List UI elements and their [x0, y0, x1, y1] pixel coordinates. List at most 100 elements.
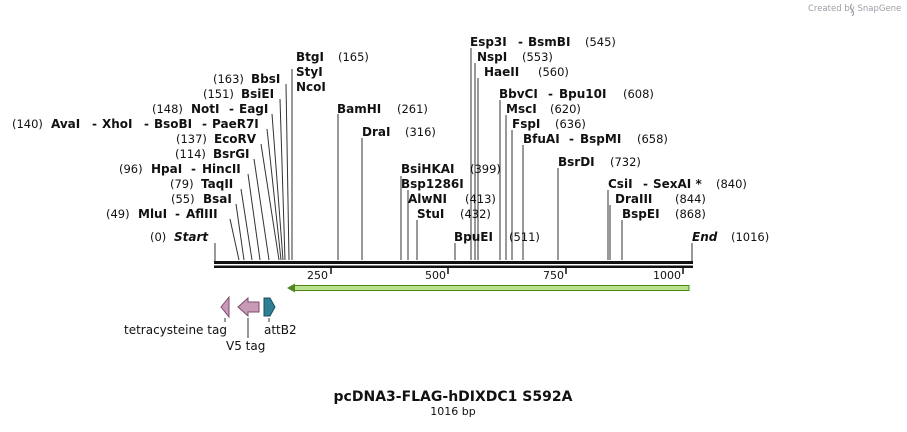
site-label[interactable]: Esp3I [470, 35, 507, 49]
site-position: (620) [550, 102, 581, 116]
feature-label: attB2 [264, 323, 297, 337]
site-label[interactable]: BbsI [251, 72, 280, 86]
site-label[interactable]: NcoI [296, 80, 326, 94]
ruler: 250 500 750 1000 [307, 267, 684, 282]
feature-label: tetracysteine tag [124, 323, 227, 337]
site-label[interactable]: BpuEI [454, 230, 493, 244]
svg-text:-: - [548, 87, 553, 101]
site-label[interactable]: BspEI [622, 207, 660, 221]
site-position: (114) [175, 147, 206, 161]
tick-label: 500 [425, 269, 446, 282]
site-label[interactable]: BfuAI [523, 132, 560, 146]
map-title: pcDNA3-FLAG-hDIXDC1 S592A [334, 389, 573, 405]
site-label-alt[interactable]: XhoI [102, 117, 133, 131]
site-position: (55) [171, 192, 195, 206]
site-position: (165) [338, 50, 369, 64]
site-label-alt[interactable]: BspMI [580, 132, 621, 146]
svg-text:-: - [191, 162, 196, 176]
end-position: (1016) [731, 230, 769, 244]
site-label[interactable]: Bsp1286I [401, 177, 464, 191]
site-position: (608) [623, 87, 654, 101]
site-position: (140) [12, 117, 43, 131]
svg-text:-: - [144, 117, 149, 131]
site-position: (96) [119, 162, 143, 176]
site-label[interactable]: DraIII [615, 192, 652, 206]
site-label[interactable]: DraI [362, 125, 390, 139]
feature-v5-tag[interactable] [237, 296, 260, 338]
site-position: (163) [213, 72, 244, 86]
start-position: (0) [150, 230, 166, 244]
site-position: (553) [522, 50, 553, 64]
site-label-alt[interactable]: PaeR7I [212, 117, 259, 131]
site-position: (844) [675, 192, 706, 206]
site-label[interactable]: MscI [506, 102, 537, 116]
site-label[interactable]: HpaI [151, 162, 182, 176]
svg-text:-: - [202, 117, 207, 131]
credit-text: Created by SnapGene [808, 4, 901, 14]
site-position: (49) [106, 207, 130, 221]
site-label-alt[interactable]: BsoBI [154, 117, 192, 131]
site-position: (151) [203, 87, 234, 101]
site-position: (732) [610, 155, 641, 169]
site-label-alt[interactable]: EagI [239, 102, 268, 116]
tick-label: 1000 [653, 269, 681, 282]
site-label[interactable]: HaeII [484, 65, 519, 79]
map-length: 1016 bp [430, 405, 475, 418]
site-position: (432) [460, 207, 491, 221]
start-label: Start [174, 230, 209, 244]
site-position: (840) [716, 177, 747, 191]
site-position: (413) [465, 192, 496, 206]
site-label-alt[interactable]: AflIII [186, 207, 218, 221]
site-label[interactable]: NspI [477, 50, 507, 64]
feature-tetracysteine-tag[interactable] [220, 295, 230, 322]
site-position: (261) [397, 102, 428, 116]
sequence-backbone [214, 261, 693, 268]
site-position: (560) [538, 65, 569, 79]
site-position: (316) [405, 125, 436, 139]
site-label[interactable]: BbvCI [499, 87, 538, 101]
orf-arrow[interactable] [287, 283, 690, 293]
site-label[interactable]: EcoRV [214, 132, 257, 146]
site-label[interactable]: BamHI [337, 102, 381, 116]
site-position: (511) [509, 230, 540, 244]
site-position: (137) [176, 132, 207, 146]
site-position: (399) [470, 162, 501, 176]
site-label[interactable]: BsrGI [213, 147, 250, 161]
site-label[interactable]: AlwNI [408, 192, 447, 206]
site-label[interactable]: BsiEI [241, 87, 274, 101]
site-label[interactable]: CsiI [608, 177, 633, 191]
site-label[interactable]: AvaI [51, 117, 80, 131]
feature-attb2[interactable] [263, 297, 276, 322]
site-label-alt[interactable]: HincII [202, 162, 241, 176]
site-position: (79) [170, 177, 194, 191]
site-label-alt[interactable]: SexAI * [653, 177, 702, 191]
snapgene-logo-icon [849, 3, 855, 17]
svg-text:-: - [92, 117, 97, 131]
svg-text:-: - [569, 132, 574, 146]
site-label[interactable]: StuI [417, 207, 444, 221]
site-label[interactable]: StyI [296, 65, 323, 79]
site-label-alt[interactable]: BsmBI [528, 35, 570, 49]
site-position: (868) [675, 207, 706, 221]
site-label[interactable]: MluI [138, 207, 167, 221]
site-label[interactable]: NotI [191, 102, 220, 116]
end-label: End [692, 230, 718, 244]
svg-text:-: - [643, 177, 648, 191]
svg-text:-: - [175, 207, 180, 221]
site-label-alt[interactable]: Bpu10I [559, 87, 606, 101]
tick-label: 750 [543, 269, 564, 282]
feature-label: V5 tag [226, 339, 265, 353]
site-position: (545) [585, 35, 616, 49]
site-label[interactable]: BsrDI [558, 155, 595, 169]
site-position: (148) [152, 102, 183, 116]
site-label[interactable]: BtgI [296, 50, 324, 64]
site-label[interactable]: FspI [512, 117, 540, 131]
site-position: (636) [555, 117, 586, 131]
site-label[interactable]: BsaI [203, 192, 232, 206]
site-label[interactable]: TaqII [201, 177, 233, 191]
svg-text:-: - [518, 35, 523, 49]
site-position: (658) [637, 132, 668, 146]
site-label[interactable]: BsiHKAI [401, 162, 455, 176]
tick-label: 250 [307, 269, 328, 282]
